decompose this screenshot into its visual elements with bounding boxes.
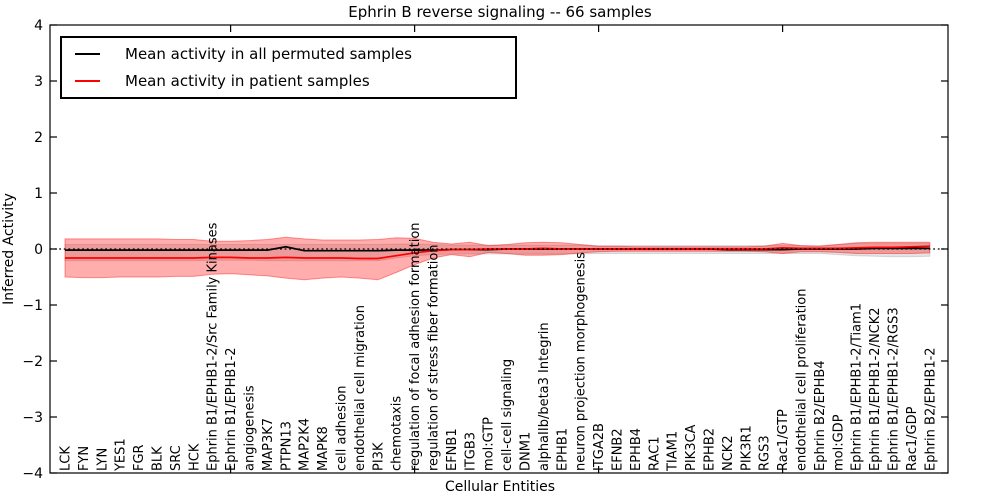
x-category-label: EFNB1	[445, 428, 460, 471]
x-category-label: PTPN13	[279, 421, 294, 471]
y-tick-label: 2	[34, 130, 43, 146]
x-category-label: Ephrin B1/EPHB1-2/Src Family Kinases	[206, 222, 221, 471]
x-category-label: regulation of stress fiber formation	[427, 244, 442, 471]
x-category-label: Ephrin B2/EPHB4	[813, 360, 828, 471]
x-category-label: DNM1	[519, 432, 534, 471]
legend-row-permuted: Mean activity in all permuted samples	[75, 45, 515, 63]
x-category-label: Rac1/GDP	[905, 406, 920, 471]
legend-label-permuted: Mean activity in all permuted samples	[125, 45, 412, 64]
x-category-label: RAC1	[647, 436, 662, 471]
x-category-label: SRC	[169, 445, 184, 471]
x-category-label: LCK	[59, 446, 74, 471]
x-axis-label: Cellular Entities	[444, 479, 556, 495]
legend: Mean activity in all permuted samples Me…	[60, 36, 517, 99]
y-tick-label: −4	[22, 466, 43, 482]
x-category-label: alphaIIb/beta3 Integrin	[537, 322, 552, 471]
x-category-label: PIK3R1	[739, 425, 754, 471]
x-category-label: chemotaxis	[390, 396, 405, 471]
y-axis-label: Inferred Activity	[1, 193, 17, 305]
y-tick-label: 3	[34, 74, 43, 90]
x-category-label: PI3K	[371, 442, 386, 471]
x-category-label: EPHB2	[703, 428, 718, 471]
x-category-label: FYN	[77, 446, 92, 471]
x-category-label: LYN	[95, 448, 110, 471]
x-category-label: FGR	[132, 444, 147, 471]
x-category-label: MAPK8	[316, 426, 331, 471]
legend-label-patient: Mean activity in patient samples	[125, 71, 370, 90]
x-category-label: PIK3CA	[684, 424, 699, 471]
x-category-label: NCK2	[721, 435, 736, 471]
legend-row-patient: Mean activity in patient samples	[75, 72, 515, 90]
x-category-label: YES1	[114, 438, 129, 472]
y-tick-label: 1	[34, 186, 43, 202]
x-category-label: angiogenesis	[243, 385, 258, 471]
y-tick-label: 0	[34, 242, 43, 258]
x-category-label: endothelial cell proliferation	[795, 289, 810, 472]
x-category-label: cell-cell signaling	[500, 359, 515, 471]
x-category-label: EFNB2	[611, 428, 626, 471]
x-category-label: ITGA2B	[592, 423, 607, 471]
x-category-label: Ephrin B1/EPHB1-2/Tiam1	[850, 303, 865, 471]
chart-title: Ephrin B reverse signaling -- 66 samples	[348, 3, 652, 21]
x-category-label: Ephrin B1/EPHB1-2/RGS3	[887, 307, 902, 471]
x-category-label: Ephrin B1/EPHB1-2/NCK2	[868, 307, 883, 471]
x-category-label: Ephrin B1/EPHB1-2	[224, 347, 239, 471]
x-category-label: mol:GDP	[831, 414, 846, 471]
y-tick-label: −1	[22, 298, 43, 314]
y-tick-label: −2	[22, 354, 43, 370]
x-category-label: cell adhesion	[335, 385, 350, 471]
patient-line-swatch	[75, 79, 100, 82]
x-category-label: neuron projection morphogenesis	[574, 252, 589, 471]
x-category-label: HCK	[187, 443, 202, 471]
x-category-label: mol:GTP	[482, 417, 497, 471]
x-category-label: TIAM1	[666, 431, 681, 472]
x-category-label: endothelial cell migration	[353, 305, 368, 471]
x-category-label: MAP3K7	[261, 418, 276, 471]
x-category-label: EPHB1	[555, 428, 570, 471]
x-category-label: Ephrin B2/EPHB1-2	[923, 347, 938, 471]
x-category-label: EPHB4	[629, 428, 644, 471]
x-category-label: RGS3	[758, 435, 773, 471]
y-tick-label: −3	[22, 410, 43, 426]
x-category-label: BLK	[151, 446, 166, 471]
x-category-label: regulation of focal adhesion formation	[408, 222, 423, 471]
y-tick-label: 4	[34, 18, 43, 34]
x-category-label: Rac1/GTP	[776, 409, 791, 471]
permuted-line-swatch	[75, 53, 100, 56]
x-category-label: MAP2K4	[298, 418, 313, 471]
x-category-label: ITGB3	[463, 432, 478, 471]
